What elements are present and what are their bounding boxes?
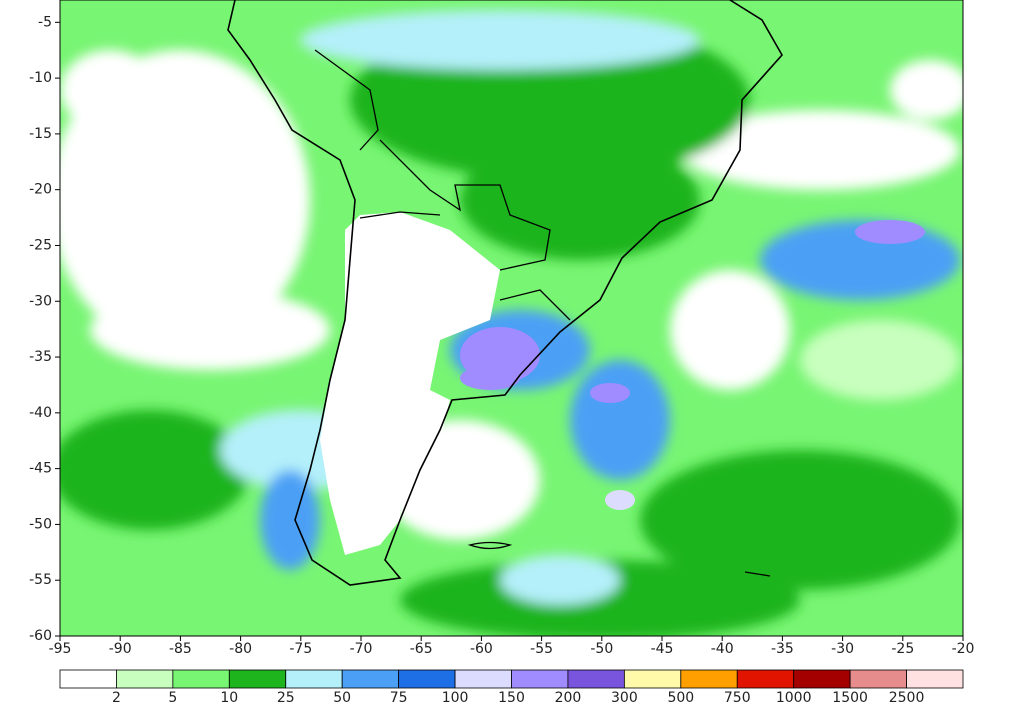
x-tick-label: -70 (350, 641, 373, 657)
colorbar-swatch (172, 669, 230, 689)
colorbar-swatch (793, 669, 851, 689)
colorbar-swatch (59, 669, 117, 689)
x-tick-label: -35 (771, 641, 794, 657)
y-tick-label: -45 (29, 461, 52, 477)
y-tick-label: -25 (29, 237, 52, 253)
x-tick-label: -25 (891, 641, 914, 657)
y-tick-label: -50 (29, 516, 52, 532)
colorbar-label: 150 (498, 690, 525, 706)
x-tick-label: -95 (49, 641, 72, 657)
colorbar-label: 500 (667, 690, 694, 706)
y-tick-label: -20 (29, 182, 52, 198)
colorbar-label: 750 (724, 690, 751, 706)
x-tick-label: -30 (831, 641, 854, 657)
x-tick-label: -50 (590, 641, 613, 657)
y-tick-label: -55 (29, 572, 52, 588)
colorbar: 2 5 10 25 50 75 100 150 200 300 500 750 1000 1500 2500 (59, 669, 964, 706)
x-tick-label: -55 (530, 641, 553, 657)
borders (314, 49, 571, 321)
x-tick-label: -60 (470, 641, 493, 657)
y-tick-label: -30 (29, 293, 52, 309)
y-tick-label: -60 (29, 628, 52, 644)
precip-field (60, 0, 963, 636)
islands (467, 541, 771, 577)
axes: -5-10-15-20-25-30-35-40-45-50-55-60-95 -9… (29, 14, 974, 657)
colorbar-swatch (398, 669, 456, 689)
colorbar-label: 1500 (832, 690, 868, 706)
y-tick-label: -15 (29, 126, 52, 142)
colorbar-label: 2500 (889, 690, 925, 706)
land-dry-area (320, 212, 500, 555)
x-tick-label: -45 (651, 641, 674, 657)
coastline (227, 0, 783, 586)
colorbar-label: 2 (112, 690, 121, 706)
x-tick-label: -40 (711, 641, 734, 657)
x-tick-label: -75 (289, 641, 312, 657)
colorbar-label: 300 (611, 690, 638, 706)
colorbar-swatch (680, 669, 738, 689)
colorbar-label: 50 (333, 690, 351, 706)
colorbar-swatch (454, 669, 512, 689)
x-tick-label: -85 (169, 641, 192, 657)
colorbar-swatch (623, 669, 682, 689)
colorbar-label: 1000 (776, 690, 812, 706)
colorbar-swatch (906, 669, 964, 689)
colorbar-swatch (228, 669, 287, 689)
colorbar-swatch (849, 669, 907, 689)
colorbar-swatch (116, 669, 174, 689)
colorbar-label: 5 (168, 690, 177, 706)
colorbar-swatch (736, 669, 795, 689)
x-tick-label: -20 (952, 641, 975, 657)
colorbar-swatch (341, 669, 400, 689)
y-tick-label: -35 (29, 349, 52, 365)
plot-frame (59, 0, 964, 637)
x-tick-label: -65 (410, 641, 433, 657)
colorbar-swatch (511, 669, 569, 689)
colorbar-label: 100 (442, 690, 469, 706)
colorbar-label: 25 (277, 690, 295, 706)
x-tick-label: -90 (109, 641, 132, 657)
x-tick-label: -80 (229, 641, 252, 657)
colorbar-label: 75 (390, 690, 408, 706)
colorbar-label: 200 (555, 690, 582, 706)
y-tick-label: -10 (29, 70, 52, 86)
colorbar-swatch (285, 669, 343, 689)
y-tick-label: -40 (29, 405, 52, 421)
colorbar-swatch (567, 669, 625, 689)
colorbar-label: 10 (220, 690, 238, 706)
y-tick-label: -5 (38, 14, 52, 30)
